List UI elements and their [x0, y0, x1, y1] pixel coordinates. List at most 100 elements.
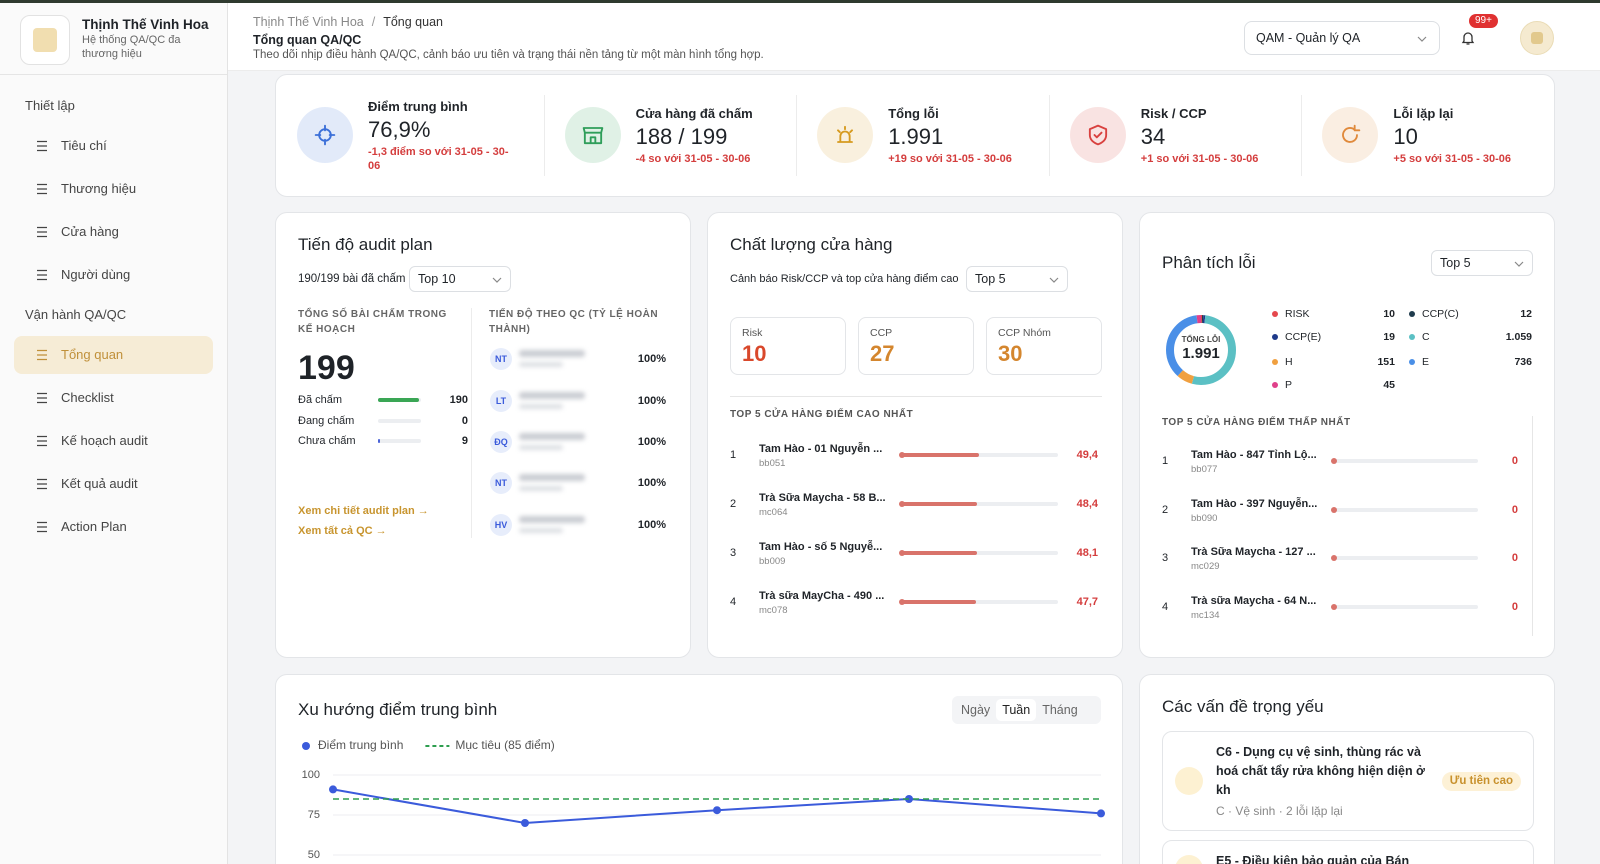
link[interactable]: Xem tất cả QC → — [298, 525, 387, 537]
kpi-delta: -1,3 điểm so với 31-05 - 30-06 — [368, 146, 509, 172]
card-title: Chất lượng cửa hàng — [730, 235, 893, 254]
score-dot — [899, 599, 905, 605]
store-rank: 4 — [1162, 601, 1169, 613]
kpi-divider — [1301, 95, 1303, 176]
nav-item[interactable]: Cửa hàng — [14, 213, 213, 251]
issue-meta: C · Vệ sinh · 2 lỗi lặp lại — [1216, 804, 1343, 818]
store-rank: 4 — [730, 596, 737, 608]
scroll-line — [1532, 416, 1533, 636]
range-tab[interactable]: Ngày — [961, 703, 991, 717]
filter-select[interactable]: Top 5 — [966, 266, 1068, 292]
kpi-item: Tổng lỗi 1.991 +19 so với 31-05 - 30-06 — [796, 75, 1049, 196]
kpi-value: 1.991 — [888, 124, 944, 149]
donut-segment — [1166, 315, 1236, 385]
alert-value: 30 — [998, 341, 1023, 366]
user-avatar[interactable] — [1520, 21, 1554, 55]
qc-name-blurred — [519, 350, 585, 357]
chevron-glyph — [1049, 277, 1059, 283]
card-title: Xu hướng điểm trung bình — [298, 700, 498, 719]
legend-label: Điểm trung bình — [318, 738, 403, 752]
kpi-text: Điểm trung bình 76,9% -1,3 điểm so với 31-… — [368, 75, 520, 196]
nav-icon — [37, 392, 47, 404]
kpi-icon-glyph — [1342, 124, 1361, 143]
nav-item[interactable]: Tổng quan — [14, 336, 213, 374]
store-name: Trà sữa Maycha - 64 N... — [1191, 595, 1317, 607]
qc-sub-blurred — [519, 362, 563, 367]
store-code: mc029 — [1191, 561, 1220, 572]
nav-icon-glyph — [37, 392, 47, 404]
card-title: Các vấn đề trọng yếu — [1162, 697, 1324, 716]
kpi-delta: +1 so với 31-05 - 30-06 — [1140, 153, 1259, 165]
score-track — [901, 453, 1058, 457]
kpi-card: Điểm trung bình 76,9% -1,3 điểm so với 31-… — [275, 74, 1555, 197]
y-tick-label: 50 — [308, 849, 320, 861]
store-name: Tam Hào - 847 Tỉnh Lộ... — [1191, 449, 1317, 461]
nav-item[interactable]: Tiêu chí — [14, 127, 213, 165]
score-track — [901, 551, 1058, 555]
kpi-icon-bg — [1322, 107, 1379, 163]
breakdown-label: Đang chấm — [298, 414, 355, 427]
notification-badge: 99+ — [1469, 14, 1498, 28]
separator — [730, 396, 1102, 397]
score-track — [1333, 605, 1478, 609]
issue-title: C6 - Dụng cụ vệ sinh, thùng rác và hoá c… — [1216, 745, 1425, 797]
score-bar — [901, 502, 977, 506]
donut-label: TỔNG LỖI — [1181, 335, 1221, 344]
nav-item[interactable]: Kế hoạch audit — [14, 422, 213, 460]
legend-value: 45 — [1383, 379, 1395, 391]
nav-icon-glyph — [37, 478, 47, 490]
issue-item[interactable]: E5 - Điều kiện bảo quản của Bán — [1162, 840, 1534, 864]
store-name: Trà Sữa Maycha - 58 B... — [759, 492, 886, 504]
nav-label: Cửa hàng — [61, 224, 119, 239]
filter-select[interactable]: Top 10 — [409, 266, 511, 292]
alert-value: 10 — [742, 341, 767, 366]
store-name: Tam Hào - 01 Nguyễn ... — [759, 443, 883, 455]
kpi-value: 188 / 199 — [635, 124, 728, 149]
legend-name: C — [1422, 331, 1430, 343]
kpi-icon-glyph — [582, 127, 603, 145]
filter-value: Top 5 — [1440, 256, 1471, 270]
nav-item[interactable]: Người dùng — [14, 256, 213, 294]
qc-name-blurred — [519, 516, 585, 523]
avatar-mark — [1531, 32, 1543, 44]
qc-percent: 100% — [637, 519, 666, 531]
nav-item[interactable]: Checklist — [14, 379, 213, 417]
page-subtitle: Theo dõi nhịp điều hành QA/QC, cảnh báo … — [253, 49, 764, 61]
kpi-value: 34 — [1140, 124, 1166, 149]
nav-item[interactable]: Action Plan — [14, 508, 213, 546]
filter-select[interactable]: Top 5 — [1431, 250, 1533, 276]
nav-item[interactable]: Kết quả audit — [14, 465, 213, 503]
store-rank: 3 — [730, 547, 737, 559]
breakdown-value: 0 — [461, 414, 468, 427]
store-name: Trà sữa MayCha - 490 ... — [759, 590, 885, 602]
breakdown-value: 190 — [449, 394, 468, 406]
nav-icon — [37, 478, 47, 490]
link[interactable]: Xem chi tiết audit plan → — [298, 505, 429, 517]
nav-icon — [37, 435, 47, 447]
qc-sub-blurred — [519, 404, 563, 409]
legend-name: E — [1422, 356, 1430, 368]
kpi-icon — [1088, 124, 1107, 146]
chevron — [492, 277, 502, 283]
breadcrumb-current: Tổng quan — [364, 15, 443, 29]
kpi-icon-bg — [297, 107, 353, 163]
kpi-icon — [837, 125, 854, 143]
breakdown-track — [378, 418, 421, 423]
score-dot — [899, 452, 905, 458]
line-chart: 100 75 50 — [302, 769, 1105, 861]
donut-segment — [1166, 315, 1236, 385]
range-tab[interactable]: Tuần — [996, 699, 1037, 721]
notification-bell[interactable] — [1461, 30, 1475, 46]
store-rank: 2 — [1162, 504, 1169, 516]
kpi-divider — [796, 95, 798, 176]
range-tab[interactable]: Tháng — [1042, 703, 1078, 717]
role-select[interactable]: QAM - Quản lý QA — [1244, 21, 1440, 55]
breadcrumb-item[interactable]: Thịnh Thế Vinh Hoa — [253, 15, 364, 29]
audit-summary: 190/199 bài đã chấm — [298, 273, 406, 285]
legend: Điểm trung bình Mục tiêu (85 điểm) — [302, 738, 555, 752]
qc-avatar: LT — [490, 390, 512, 412]
kpi-value: 10 — [1393, 124, 1418, 149]
alert-label: CCP Nhóm — [998, 327, 1051, 339]
issue-item[interactable]: C6 - Dụng cụ vệ sinh, thùng rác và hoá c… — [1162, 731, 1534, 831]
nav-item[interactable]: Thương hiệu — [14, 170, 213, 208]
